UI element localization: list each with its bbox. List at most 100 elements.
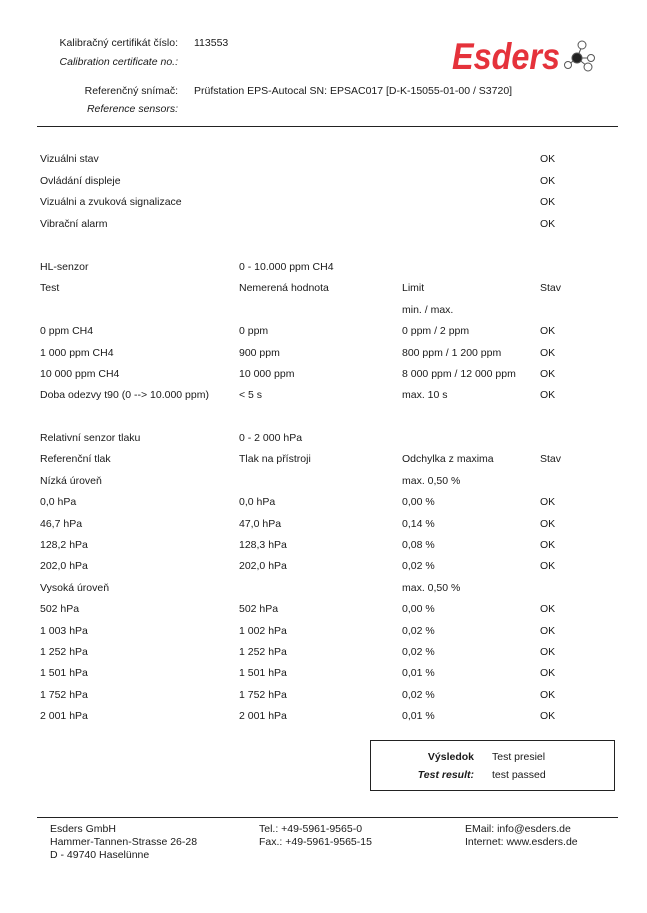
row-status: OK [540,710,556,723]
header-divider [37,126,618,127]
footer-street: Hammer-Tannen-Strasse 26-28 [50,836,198,848]
result-box: Výsledok Test result: Test presiel test … [370,740,615,791]
row-status: Stav [540,453,562,466]
row-label: 1 252 hPa [40,646,88,658]
row-measured: Tlak na přístroji [239,453,311,466]
row-label: Ovládání displeje [40,174,121,187]
row-label: Vizuálni stav [40,153,99,165]
cert-number: 113553 [194,37,229,49]
row-label: Vysoká úroveň [40,581,110,594]
row-status: OK [540,688,556,701]
esders-logo: Esders [452,36,602,79]
row-status: OK [540,346,556,359]
footer-email[interactable]: EMail: info@esders.de [465,823,571,835]
row-label: 1 003 hPa [40,624,88,637]
row-limit: max. 0,50 % [402,474,461,487]
result-value-en: test passed [492,769,546,781]
row-label: 46,7 hPa [40,517,83,530]
row-measured: 47,0 hPa [239,517,282,530]
row-measured: 1 252 hPa [239,646,287,658]
cert-label: Kalibračný certifikát číslo: [59,37,178,49]
row-measured: 0 - 2 000 hPa [239,432,303,444]
row-measured: 0 - 10.000 ppm CH4 [239,261,334,273]
row-measured: 2 001 hPa [239,710,287,723]
footer-tel: Tel.: +49-5961-9565-0 [259,823,363,835]
row-measured: 1 752 hPa [239,688,287,701]
result-value: Test presiel [492,751,546,763]
row-measured: 900 ppm [239,346,280,359]
row-limit: 0,02 % [402,688,435,701]
row-limit: 800 ppm / 1 200 ppm [402,346,502,359]
row-status: OK [540,539,556,551]
row-label: 0,0 hPa [40,496,77,509]
row-status: OK [540,325,556,338]
row-status: OK [540,646,556,658]
row-label: Doba odezvy t90 (0 --> 10.000 ppm) [40,389,209,402]
row-label: 128,2 hPa [40,539,88,551]
row-label: Nízká úroveň [40,474,102,487]
row-status: OK [540,603,556,616]
row-label: Vibrační alarm [40,217,108,230]
row-measured: < 5 s [239,389,263,402]
row-label: 10 000 ppm CH4 [40,368,120,380]
row-measured: 128,3 hPa [239,539,287,551]
result-label-en: Test result: [417,769,474,781]
row-status: Stav [540,282,562,295]
row-limit: 0,14 % [402,517,435,530]
row-status: OK [540,517,556,530]
row-label: 1 000 ppm CH4 [40,346,114,359]
row-status: OK [540,389,556,402]
row-limit: 8 000 ppm / 12 000 ppm [402,368,516,380]
row-label: 1 501 hPa [40,667,88,680]
row-status: OK [540,196,556,208]
row-limit: max. 10 s [402,389,448,402]
row-label: 502 hPa [40,603,80,616]
cert-label-en: Calibration certificate no.: [59,56,178,68]
row-limit: 0 ppm / 2 ppm [402,325,470,338]
row-limit: 0,00 % [402,496,435,509]
row-measured: 502 hPa [239,603,279,616]
footer-web[interactable]: Internet: www.esders.de [465,836,578,848]
row-limit: 0,02 % [402,646,435,658]
row-status: OK [540,217,556,230]
ref-label-en: Reference sensors: [86,103,178,115]
row-limit: 0,00 % [402,603,435,616]
row-measured: Nemerená hodnota [239,282,329,295]
footer-company: Esders GmbH [50,823,116,835]
row-measured: 1 002 hPa [239,624,287,637]
row-limit: 0,02 % [402,560,435,573]
row-status: OK [540,560,556,573]
row-limit: 0,02 % [402,624,435,637]
row-label: Vizuálni a zvuková signalizace [40,196,182,208]
row-status: OK [540,153,556,165]
footer-fax: Fax.: +49-5961-9565-15 [259,836,372,848]
row-measured: 202,0 hPa [239,560,287,573]
row-measured: 1 501 hPa [239,667,287,680]
row-limit: Odchylka z maxima [402,453,494,466]
row-limit: min. / max. [402,303,454,316]
row-label: Referenční tlak [40,453,111,466]
row-status: OK [540,174,556,187]
row-label: Test [40,282,60,295]
footer-divider [37,817,618,818]
row-measured: 0,0 hPa [239,496,276,509]
row-label: HL-senzor [40,261,89,273]
row-limit: max. 0,50 % [402,581,461,594]
ref-label: Referenčný snímač: [84,85,178,97]
row-status: OK [540,368,556,380]
row-label: 2 001 hPa [40,710,88,723]
row-label: 202,0 hPa [40,560,88,573]
row-limit: Limit [402,282,425,295]
ref-value: Prüfstation EPS-Autocal SN: EPSAC017 [D-… [194,85,513,97]
row-label: 1 752 hPa [40,688,88,701]
row-label: Relativní senzor tlaku [40,432,141,444]
row-limit: 0,01 % [402,667,435,680]
row-measured: 10 000 ppm [239,368,295,380]
row-status: OK [540,667,556,680]
footer-city: D - 49740 Haselünne [50,849,150,861]
row-limit: 0,01 % [402,710,435,723]
svg-text:Esders: Esders [452,36,560,76]
result-label: Výsledok [427,751,474,763]
row-status: OK [540,496,556,509]
row-measured: 0 ppm [239,325,269,338]
